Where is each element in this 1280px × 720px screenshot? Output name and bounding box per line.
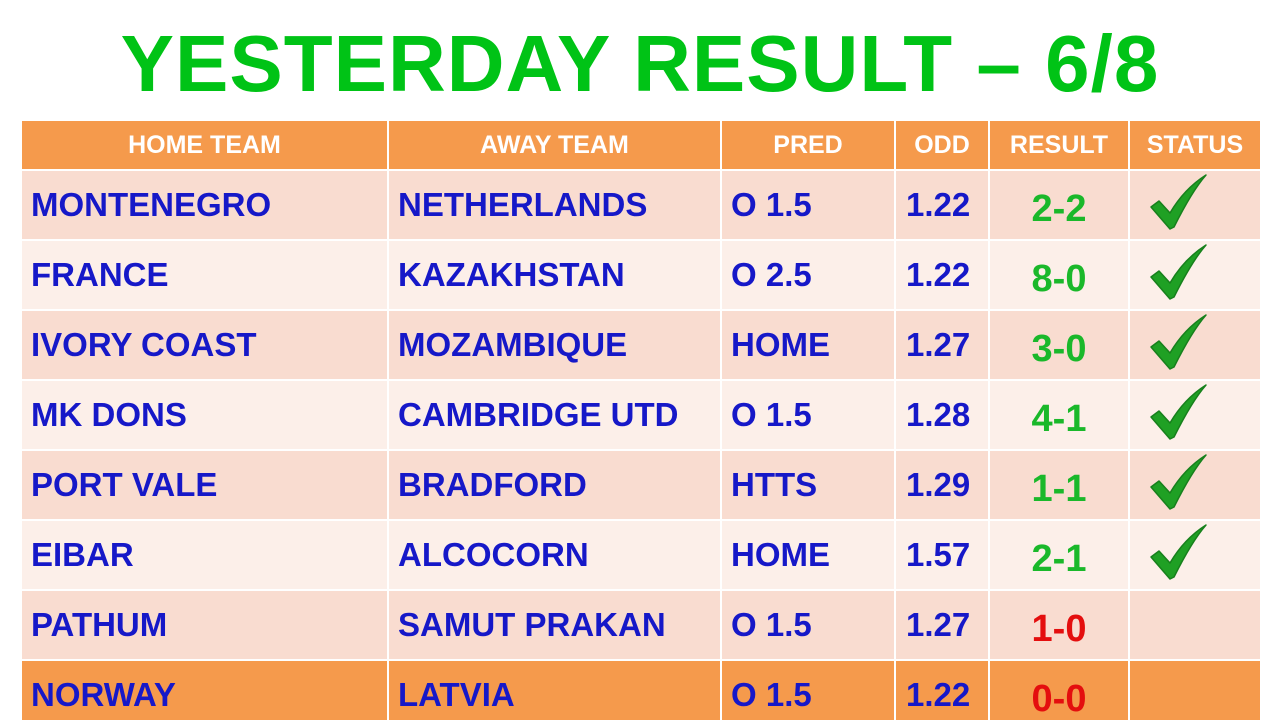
check-icon [1150, 314, 1207, 370]
header-odd: ODD [894, 119, 990, 171]
table-row: EIBAR ALCOCORN HOME 1.57 2-1 [20, 519, 1262, 591]
pred-cell: O 1.5 [720, 169, 896, 241]
away-team-cell: NETHERLANDS [387, 169, 722, 241]
table-row: FRANCE KAZAKHSTAN O 2.5 1.22 8-0 [20, 239, 1262, 311]
table-row: MK DONS CAMBRIDGE UTD O 1.5 1.28 4-1 [20, 379, 1262, 451]
pred-cell: HTTS [720, 449, 896, 521]
odd-cell: 1.29 [894, 449, 990, 521]
result-cell: 8-0 [988, 239, 1130, 311]
table-row: PORT VALE BRADFORD HTTS 1.29 1-1 [20, 449, 1262, 521]
table-row: NORWAY LATVIA O 1.5 1.22 0-0 [20, 659, 1262, 720]
away-team-cell: CAMBRIDGE UTD [387, 379, 722, 451]
result-cell: 1-1 [988, 449, 1130, 521]
pred-cell: O 1.5 [720, 589, 896, 661]
away-team-cell: ALCOCORN [387, 519, 722, 591]
status-cell [1128, 309, 1262, 381]
home-team-cell: PATHUM [20, 589, 389, 661]
table-row: MONTENEGRO NETHERLANDS O 1.5 1.22 2-2 [20, 169, 1262, 241]
odd-cell: 1.22 [894, 169, 990, 241]
status-cell [1128, 519, 1262, 591]
status-cell [1128, 239, 1262, 311]
home-team-cell: MONTENEGRO [20, 169, 389, 241]
header-result: RESULT [988, 119, 1130, 171]
away-team-cell: LATVIA [387, 659, 722, 720]
header-away-team: AWAY TEAM [387, 119, 722, 171]
home-team-cell: EIBAR [20, 519, 389, 591]
header-pred: PRED [720, 119, 896, 171]
results-table: HOME TEAM AWAY TEAM PRED ODD RESULT STAT… [20, 119, 1262, 720]
away-team-cell: MOZAMBIQUE [387, 309, 722, 381]
home-team-cell: MK DONS [20, 379, 389, 451]
pred-cell: HOME [720, 519, 896, 591]
header-home-team: HOME TEAM [20, 119, 389, 171]
pred-cell: O 1.5 [720, 659, 896, 720]
table-header-row: HOME TEAM AWAY TEAM PRED ODD RESULT STAT… [20, 119, 1262, 171]
home-team-cell: IVORY COAST [20, 309, 389, 381]
header-status: STATUS [1128, 119, 1262, 171]
result-cell: 3-0 [988, 309, 1130, 381]
status-cell [1128, 169, 1262, 241]
check-icon [1150, 524, 1207, 580]
result-cell: 2-1 [988, 519, 1130, 591]
result-cell: 1-0 [988, 589, 1130, 661]
pred-cell: O 2.5 [720, 239, 896, 311]
home-team-cell: NORWAY [20, 659, 389, 720]
status-cell [1128, 589, 1262, 661]
odd-cell: 1.57 [894, 519, 990, 591]
away-team-cell: SAMUT PRAKAN [387, 589, 722, 661]
odd-cell: 1.22 [894, 239, 990, 311]
pred-cell: HOME [720, 309, 896, 381]
status-cell [1128, 449, 1262, 521]
away-team-cell: BRADFORD [387, 449, 722, 521]
page-title: YESTERDAY RESULT – 6/8 [120, 19, 1160, 108]
status-cell [1128, 379, 1262, 451]
away-team-cell: KAZAKHSTAN [387, 239, 722, 311]
odd-cell: 1.27 [894, 589, 990, 661]
check-icon [1150, 454, 1207, 510]
result-cell: 2-2 [988, 169, 1130, 241]
check-icon [1150, 174, 1207, 230]
result-cell: 4-1 [988, 379, 1130, 451]
home-team-cell: PORT VALE [20, 449, 389, 521]
result-cell: 0-0 [988, 659, 1130, 720]
table-row: PATHUM SAMUT PRAKAN O 1.5 1.27 1-0 [20, 589, 1262, 661]
check-icon [1150, 244, 1207, 300]
check-icon [1150, 384, 1207, 440]
table-row: IVORY COAST MOZAMBIQUE HOME 1.27 3-0 [20, 309, 1262, 381]
status-cell [1128, 659, 1262, 720]
odd-cell: 1.22 [894, 659, 990, 720]
odd-cell: 1.28 [894, 379, 990, 451]
home-team-cell: FRANCE [20, 239, 389, 311]
pred-cell: O 1.5 [720, 379, 896, 451]
odd-cell: 1.27 [894, 309, 990, 381]
